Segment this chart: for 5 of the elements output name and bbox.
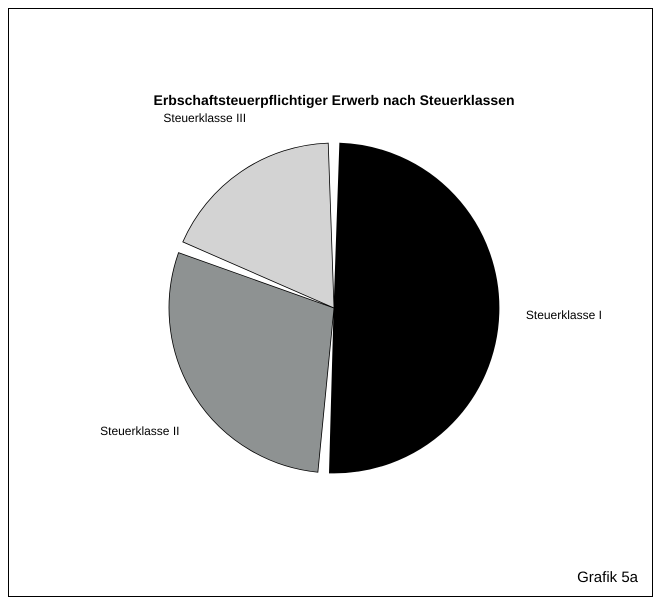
text: Grafik 5a — [577, 569, 638, 586]
slice-label: Steuerklasse II — [100, 424, 180, 438]
slice-label: Steuerklasse III — [163, 110, 246, 125]
slice-label: Steuerklasse I — [526, 308, 602, 322]
chart-title: Erbschaftsteuerpflichtiger Erwerb nach Steuerklassen — [153, 92, 515, 108]
